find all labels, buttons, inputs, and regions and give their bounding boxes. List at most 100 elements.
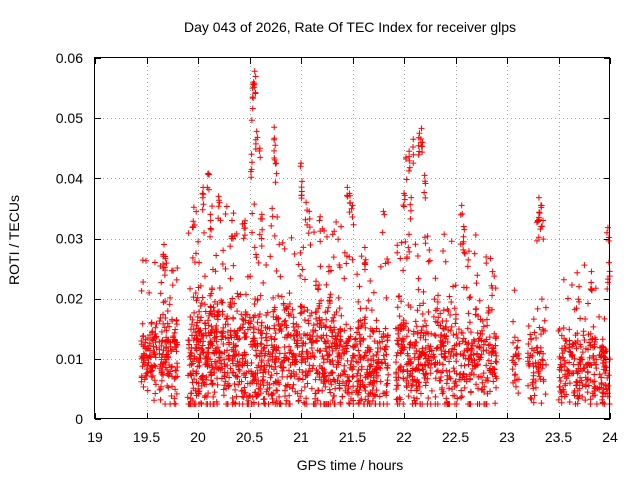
data-point <box>435 314 442 321</box>
data-point <box>271 232 278 239</box>
data-point <box>271 343 278 350</box>
data-point <box>337 326 344 333</box>
data-point <box>480 347 487 354</box>
data-point <box>198 299 205 306</box>
data-point <box>156 346 163 353</box>
y-tick-label: 0.06 <box>56 50 83 66</box>
data-point <box>586 339 593 346</box>
data-point <box>272 160 279 167</box>
data-point <box>262 324 269 331</box>
data-point <box>598 348 605 355</box>
data-point <box>577 343 584 350</box>
data-point <box>479 379 486 386</box>
data-point <box>444 400 451 407</box>
data-point <box>484 390 491 397</box>
data-point <box>566 359 573 366</box>
data-point <box>574 269 581 276</box>
data-point <box>397 396 404 403</box>
data-point <box>326 297 333 304</box>
data-point <box>458 387 465 394</box>
data-point <box>336 382 343 389</box>
data-point <box>571 306 578 313</box>
data-point <box>476 335 483 342</box>
data-point <box>385 371 392 378</box>
data-point <box>562 382 569 389</box>
data-point <box>568 370 575 377</box>
data-point <box>322 345 329 352</box>
data-point <box>273 397 280 404</box>
data-point <box>539 356 546 363</box>
data-point <box>272 378 279 385</box>
data-point <box>369 368 376 375</box>
x-tick-label: 23.5 <box>545 429 572 445</box>
data-point <box>338 312 345 319</box>
data-point <box>252 89 259 96</box>
data-point <box>253 380 260 387</box>
data-point <box>384 380 391 387</box>
data-point <box>537 344 544 351</box>
data-point <box>353 387 360 394</box>
data-point <box>536 373 543 380</box>
data-point <box>329 369 336 376</box>
data-point <box>581 262 588 269</box>
data-point <box>202 361 209 368</box>
data-point <box>361 266 368 273</box>
data-point <box>186 353 193 360</box>
data-point <box>306 224 313 231</box>
data-point <box>587 396 594 403</box>
data-point <box>536 210 543 217</box>
data-point <box>202 355 209 362</box>
data-point <box>272 400 279 407</box>
data-point <box>246 314 253 321</box>
data-point <box>169 363 176 370</box>
data-point <box>207 225 214 232</box>
data-point <box>298 303 305 310</box>
data-point <box>195 238 202 245</box>
data-point <box>230 210 237 217</box>
data-point <box>160 261 167 268</box>
data-point <box>413 365 420 372</box>
data-point <box>202 320 209 327</box>
data-point <box>219 261 226 268</box>
data-point <box>318 334 325 341</box>
data-point <box>138 378 145 385</box>
data-point <box>483 316 490 323</box>
data-point <box>298 334 305 341</box>
data-point <box>376 393 383 400</box>
data-point <box>441 231 448 238</box>
data-point <box>224 313 231 320</box>
data-point <box>424 375 431 382</box>
data-point <box>467 329 474 336</box>
data-point <box>393 352 400 359</box>
data-point <box>209 203 216 210</box>
data-point <box>405 302 412 309</box>
data-point <box>530 385 537 392</box>
data-point <box>480 370 487 377</box>
data-point <box>208 323 215 330</box>
data-point <box>224 321 231 328</box>
data-point <box>164 320 171 327</box>
data-point <box>351 336 358 343</box>
data-point <box>432 332 439 339</box>
data-point <box>148 329 155 336</box>
data-point <box>480 341 487 348</box>
data-point <box>252 389 259 396</box>
data-point <box>258 359 265 366</box>
data-point <box>233 362 240 369</box>
data-point <box>151 259 158 266</box>
data-point <box>158 342 165 349</box>
data-point <box>542 327 549 334</box>
data-point <box>281 357 288 364</box>
data-point <box>599 393 606 400</box>
data-point <box>407 207 414 214</box>
data-point <box>427 353 434 360</box>
data-point <box>174 364 181 371</box>
data-point <box>440 325 447 332</box>
data-point <box>255 326 262 333</box>
data-point <box>510 318 517 325</box>
data-point <box>227 275 234 282</box>
data-point <box>242 291 249 298</box>
data-point <box>409 373 416 380</box>
data-point <box>416 348 423 355</box>
data-point <box>138 287 145 294</box>
